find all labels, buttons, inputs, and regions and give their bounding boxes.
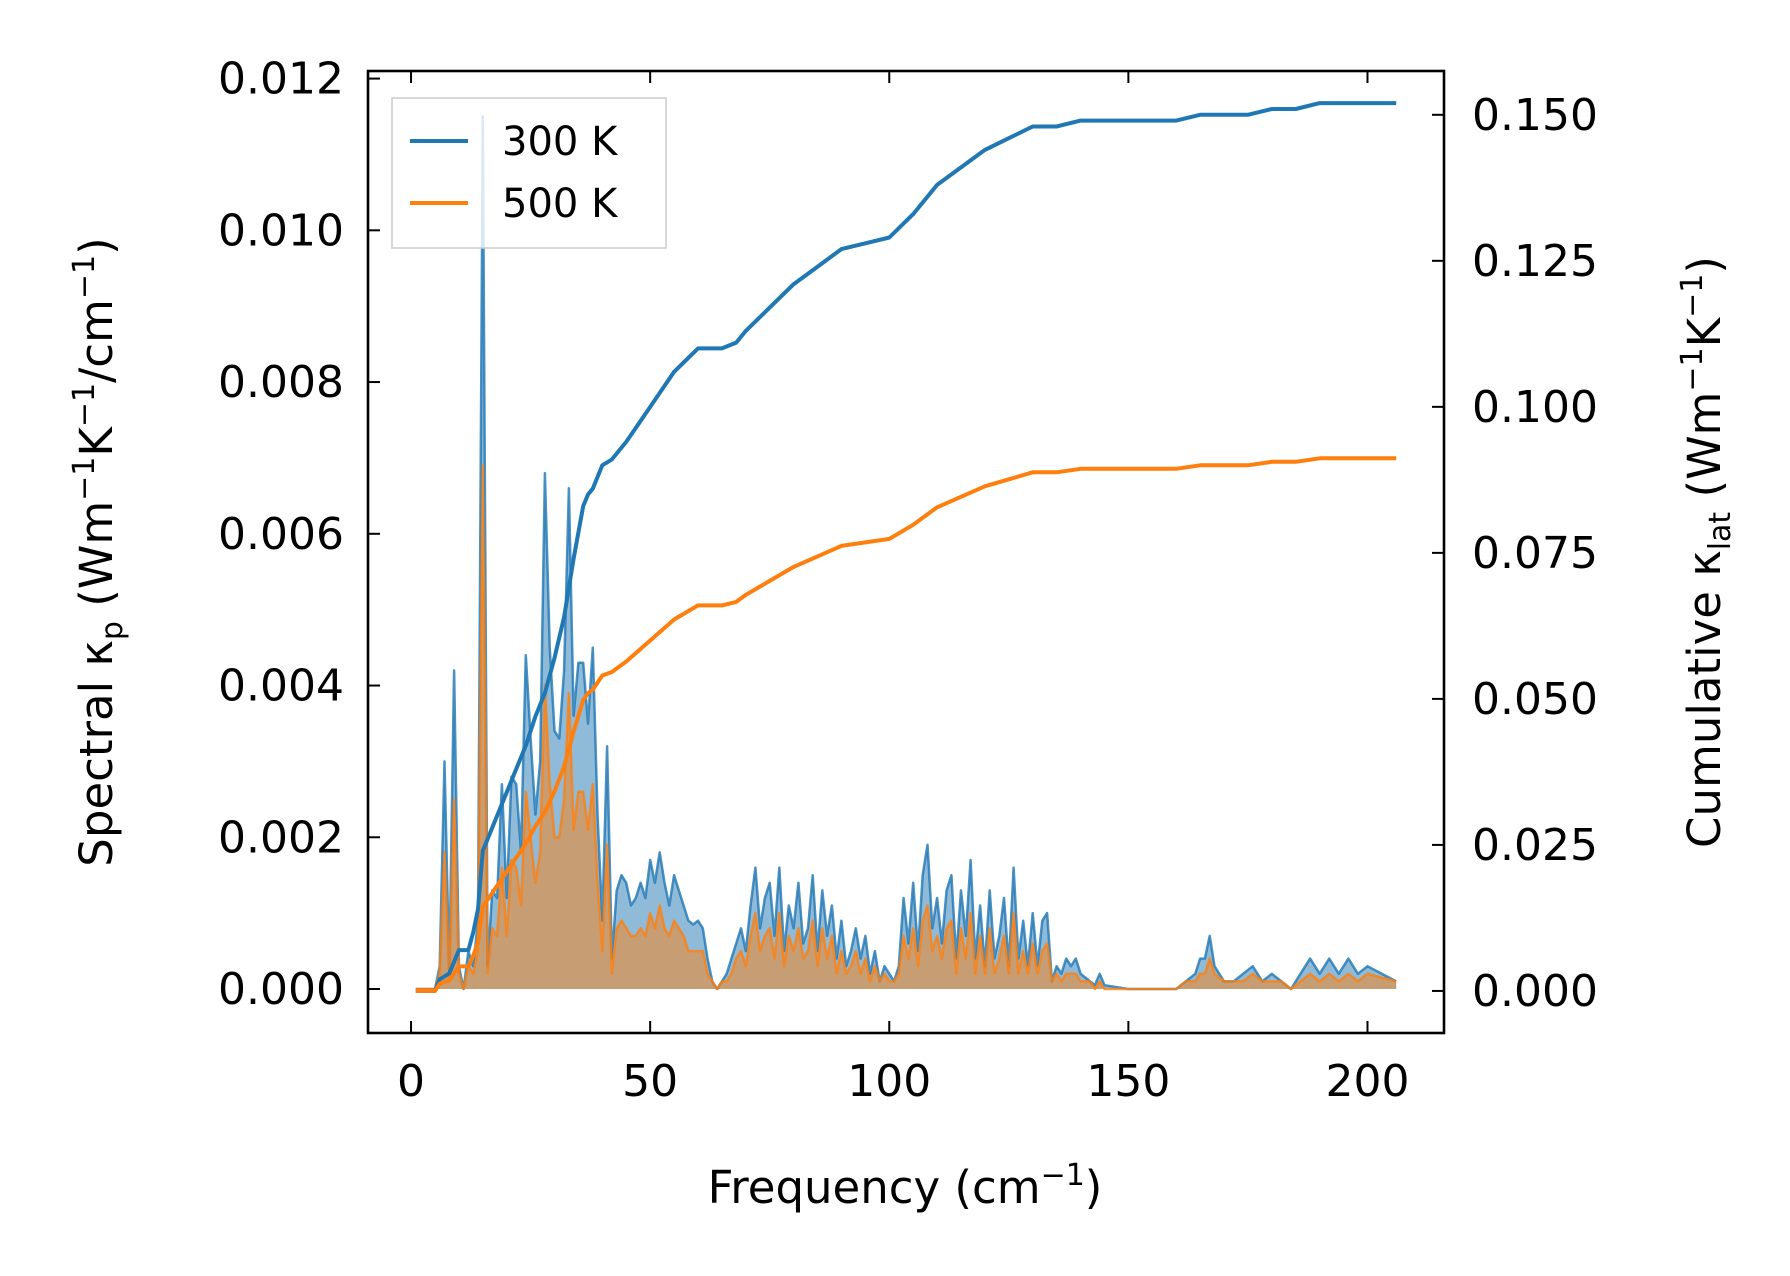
legend-label-500k: 500 K <box>502 181 619 227</box>
cumulative-line-300k <box>415 101 1397 993</box>
spectral-line-500k <box>415 464 1397 991</box>
y-left-tick-label: 0.006 <box>218 509 344 560</box>
y-right-tick-label: 0.025 <box>1472 820 1598 871</box>
x-tick-label: 100 <box>847 1056 931 1107</box>
y-left-axis-label: Spectral κp (Wm−1K−1/cm−1) <box>67 237 130 866</box>
cumulative-line-500k <box>415 456 1397 993</box>
legend-label-300k: 300 K <box>502 119 619 165</box>
spectral-line-300k <box>415 115 1397 991</box>
y-left-tick-label: 0.008 <box>218 357 344 408</box>
x-tick-label: 50 <box>622 1056 678 1107</box>
y-right-tick-label: 0.125 <box>1472 236 1598 287</box>
legend: 300 K 500 K <box>391 97 667 249</box>
y-right-tick-label: 0.100 <box>1472 382 1598 433</box>
x-tick-label: 0 <box>397 1056 425 1107</box>
y-right-tick-label: 0.000 <box>1472 966 1598 1017</box>
cumulative-lines <box>415 101 1397 993</box>
y-left-tick-label: 0.012 <box>218 54 344 105</box>
x-axis-label: Frequency (cm−1) <box>708 1158 1103 1214</box>
y-right-tick-label: 0.050 <box>1472 674 1598 725</box>
y-right-tick-label: 0.075 <box>1472 528 1598 579</box>
spectral-fills <box>415 116 1397 989</box>
x-ticks: 0 50 100 150 200 <box>397 71 1409 1107</box>
y-left-tick-label: 0.002 <box>218 812 344 863</box>
x-tick-label: 200 <box>1325 1056 1409 1107</box>
y-left-tick-label: 0.004 <box>218 661 344 712</box>
x-tick-label: 150 <box>1086 1056 1170 1107</box>
y-right-tick-label: 0.150 <box>1472 90 1598 141</box>
spectral-fill-500k <box>415 465 1397 989</box>
y-right-axis-label: Cumulative κlat (Wm−1K−1) <box>1675 256 1738 848</box>
spectral-lines <box>415 115 1397 991</box>
y-left-tick-label: 0.010 <box>218 205 344 256</box>
y-right-ticks: 0.000 0.025 0.050 0.075 0.100 0.125 0.150 <box>1432 90 1598 1017</box>
legend-box <box>391 97 667 249</box>
y-left-tick-label: 0.000 <box>218 964 344 1015</box>
y-left-ticks: 0.000 0.002 0.004 0.006 0.008 0.010 0.012 <box>218 54 380 1015</box>
